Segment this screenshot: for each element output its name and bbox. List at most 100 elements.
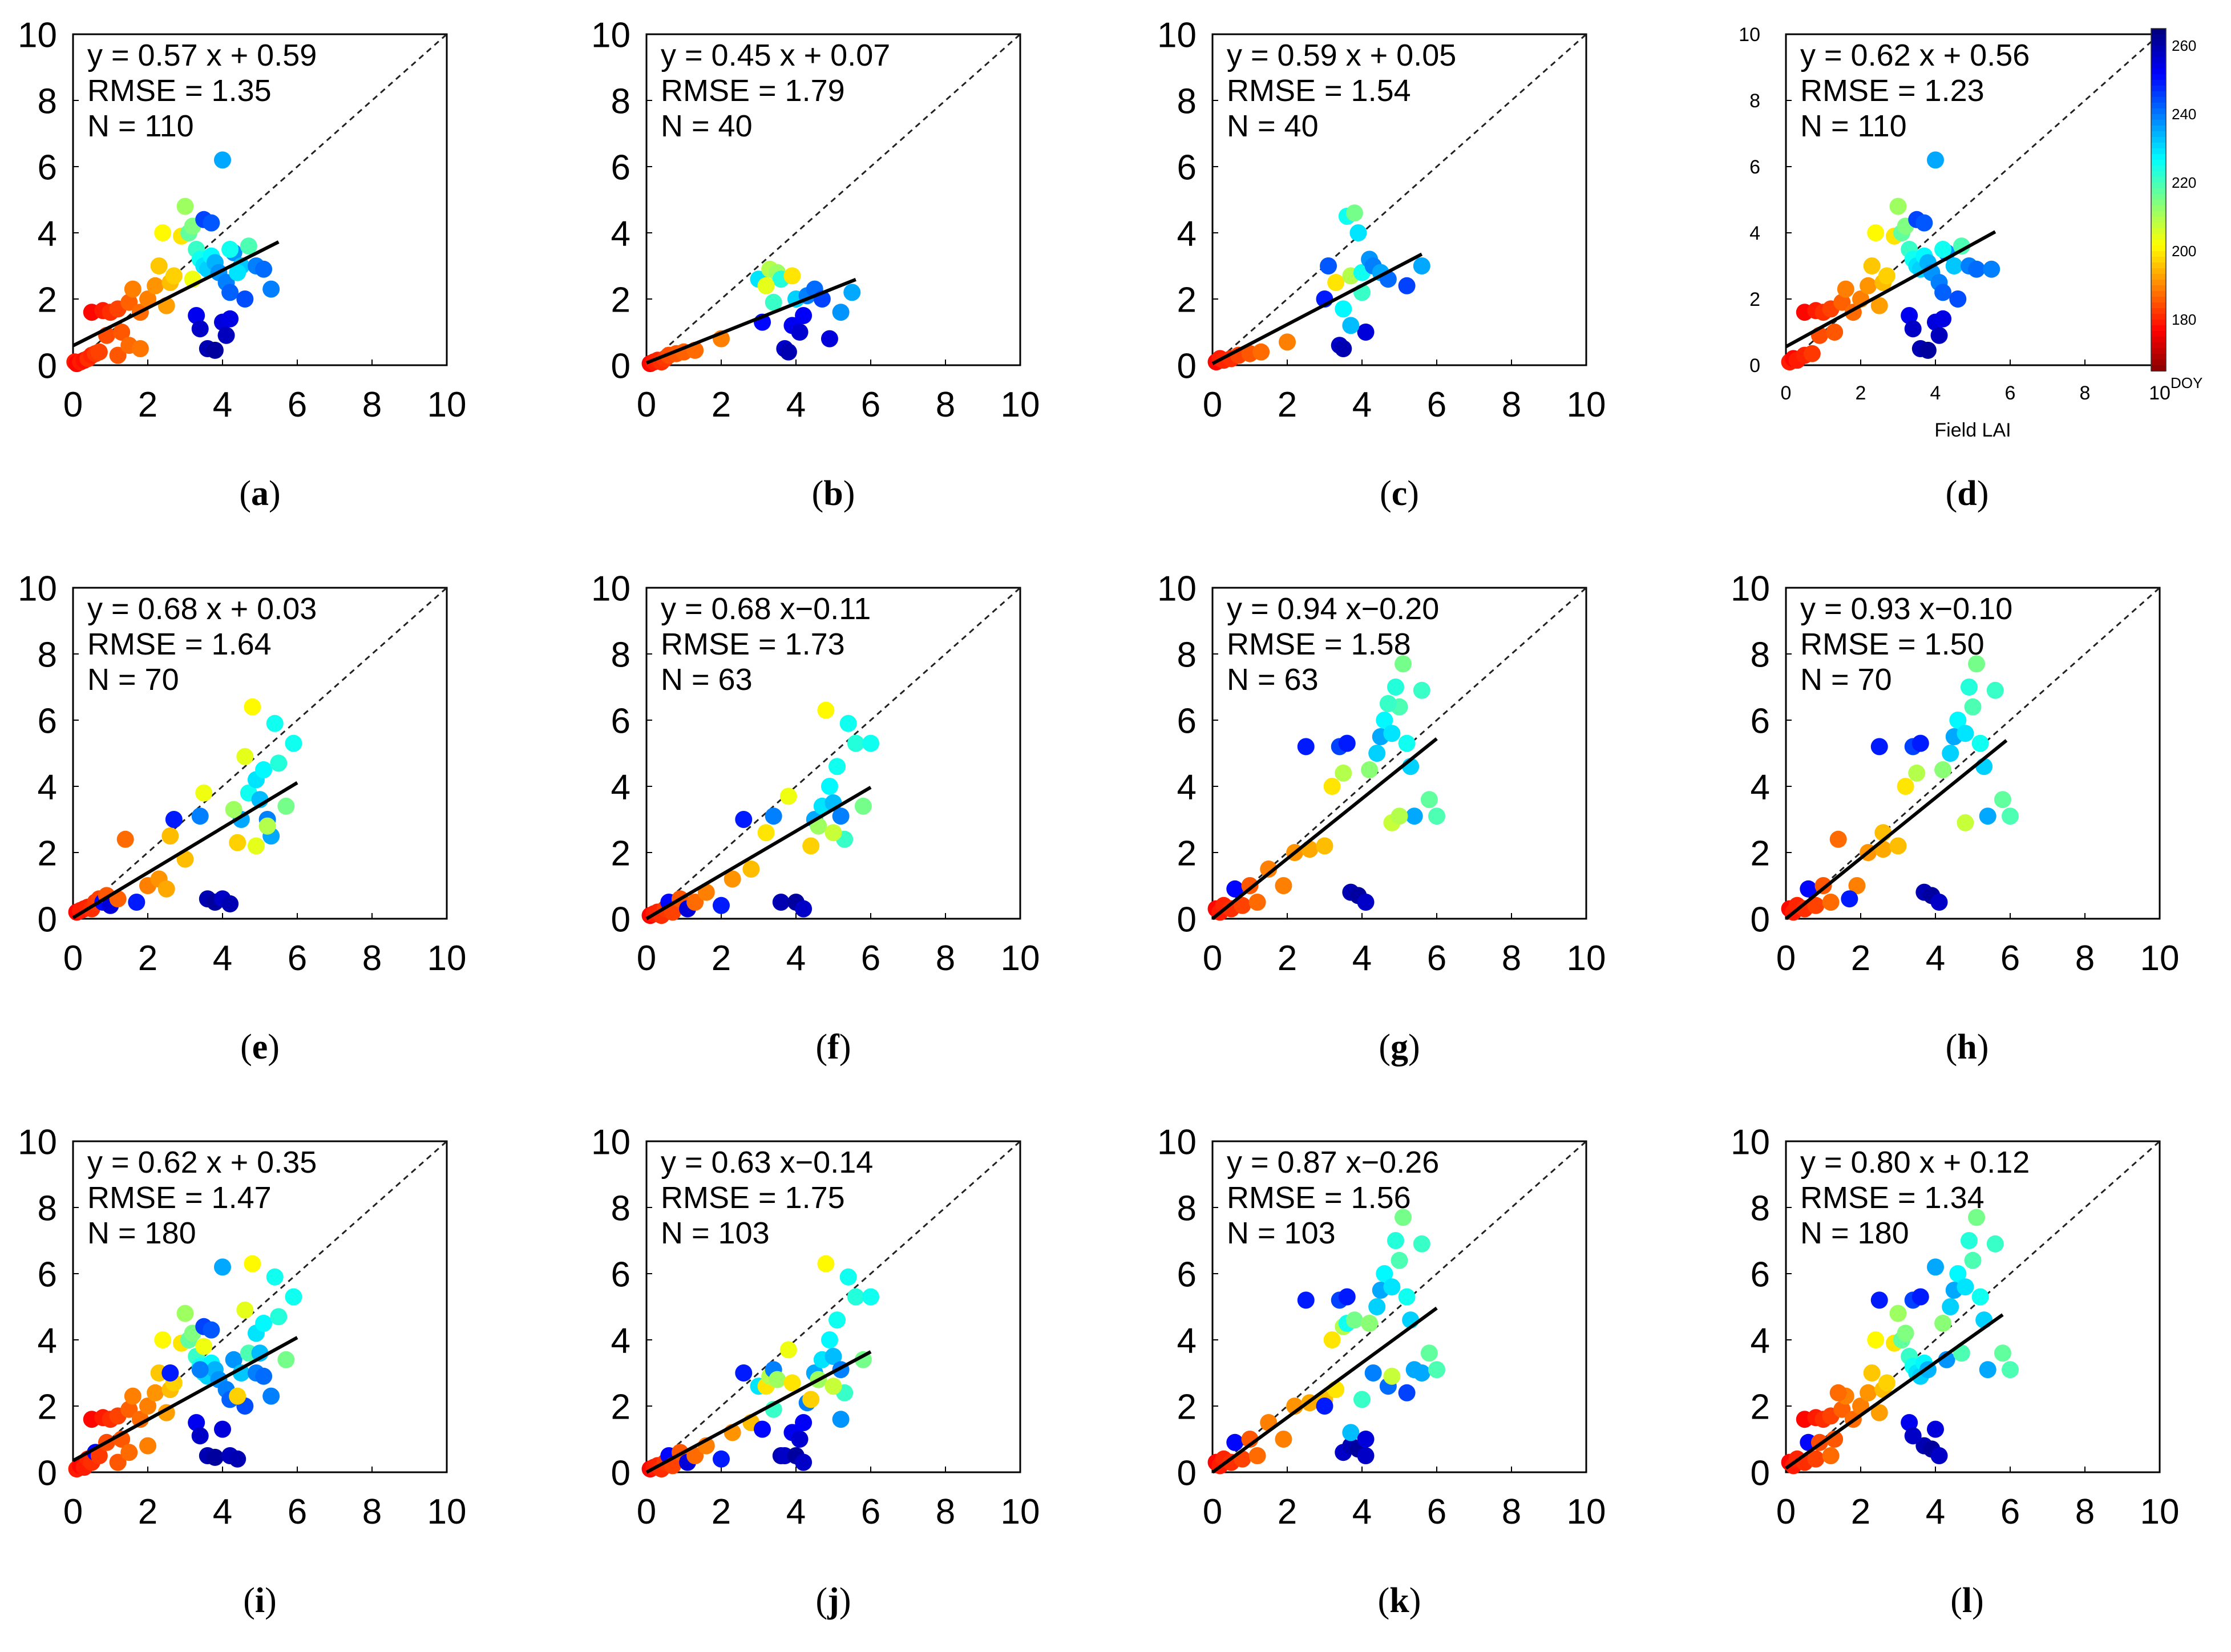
regression-equation: y = 0.63 x−0.14: [661, 1145, 873, 1180]
data-point: [1383, 1367, 1401, 1385]
regression-line: [1785, 739, 2008, 920]
data-point: [120, 1444, 138, 1461]
data-point: [802, 1391, 820, 1408]
data-point: [1968, 655, 1986, 673]
y-tick-label: 8: [1177, 82, 1197, 121]
data-point: [1927, 151, 1944, 169]
data-point: [1807, 1450, 1825, 1468]
data-point: [1829, 1384, 1847, 1401]
data-point: [203, 1321, 220, 1339]
data-point: [821, 778, 838, 795]
x-tick-label: 6: [861, 385, 880, 425]
data-point: [1968, 1209, 1986, 1226]
data-point: [1357, 894, 1375, 911]
n-label: N = 40: [1227, 109, 1319, 143]
data-point: [1870, 297, 1888, 314]
x-tick-label: 2: [1856, 382, 1866, 404]
data-point: [1957, 725, 1974, 742]
regression-line: [72, 240, 280, 348]
data-point: [109, 346, 127, 364]
data-point: [1911, 1288, 1929, 1306]
data-point: [1391, 1251, 1408, 1269]
data-point: [1395, 655, 1412, 673]
x-tick-label: 8: [2075, 939, 2095, 978]
y-tick-label: 8: [38, 635, 57, 674]
data-point: [1934, 1315, 1952, 1332]
colorbar-segment: [2151, 114, 2166, 120]
data-point: [742, 861, 760, 878]
y-tick-label: 8: [1177, 635, 1197, 674]
x-tick-label: 4: [213, 385, 232, 425]
data-point: [1949, 290, 1967, 308]
x-tick-label: 4: [213, 939, 232, 978]
x-tick-label: 10: [1001, 939, 1040, 978]
data-point: [229, 1450, 246, 1468]
x-tick-label: 10: [2149, 382, 2171, 404]
colorbar-segment: [2151, 160, 2166, 166]
colorbar-segment: [2151, 245, 2166, 252]
data-point: [221, 895, 239, 912]
colorbar-segment: [2151, 240, 2166, 246]
colorbar-segment: [2151, 108, 2166, 115]
colorbar-segment: [2151, 257, 2166, 263]
y-tick-label: 0: [1749, 355, 1760, 377]
x-tick-label: 0: [63, 385, 83, 425]
x-tick-label: 6: [2000, 939, 2020, 978]
colorbar-segment: [2151, 51, 2166, 58]
colorbar-segment: [2151, 348, 2166, 354]
y-tick-label: 10: [591, 15, 630, 55]
data-point: [191, 320, 209, 338]
data-point: [735, 811, 753, 828]
data-point: [1863, 1364, 1881, 1382]
data-point: [154, 1331, 172, 1348]
data-point: [1822, 894, 1840, 911]
panel-label-e: (e): [240, 1028, 280, 1067]
data-point: [1428, 1361, 1445, 1379]
data-point: [1376, 712, 1393, 729]
data-point: [232, 1364, 250, 1382]
colorbar-segment: [2151, 91, 2166, 98]
panel-letter: l: [1962, 1581, 1973, 1620]
data-point: [120, 293, 138, 311]
data-point: [1860, 1384, 1877, 1401]
y-tick-label: 2: [38, 1387, 57, 1427]
rmse-label: RMSE = 1.47: [87, 1181, 272, 1215]
data-point: [1320, 257, 1337, 274]
x-tick-label: 10: [427, 1492, 467, 1532]
data-point: [203, 214, 220, 232]
data-point: [188, 307, 205, 324]
data-point: [113, 324, 131, 341]
data-point: [1349, 224, 1367, 241]
colorbar-segment: [2151, 80, 2166, 86]
regression-equation: y = 0.68 x−0.11: [661, 592, 871, 626]
data-point: [225, 1351, 242, 1368]
panel-letter: e: [252, 1028, 268, 1067]
regression-line: [1211, 737, 1438, 920]
data-point: [1383, 1278, 1401, 1296]
panel-letter: k: [1389, 1581, 1409, 1620]
x-tick-label: 10: [2140, 939, 2180, 978]
y-tick-label: 4: [611, 1321, 630, 1360]
x-tick-label: 8: [936, 939, 955, 978]
data-point: [1901, 1414, 1918, 1431]
data-point: [1968, 260, 1986, 278]
data-point: [1413, 681, 1430, 699]
colorbar-segment: [2151, 143, 2166, 149]
y-tick-label: 10: [591, 569, 630, 608]
data-point: [765, 807, 782, 825]
panel-letter: d: [1957, 474, 1977, 513]
data-point: [824, 1348, 842, 1365]
data-point: [221, 284, 239, 301]
regression-equation: y = 0.57 x + 0.59: [87, 38, 317, 72]
rmse-label: RMSE = 1.50: [1800, 627, 1985, 661]
identity-line: [1785, 587, 2160, 920]
data-point: [214, 1258, 231, 1276]
data-point: [1994, 1344, 2011, 1362]
x-tick-label: 6: [288, 1492, 307, 1532]
y-tick-label: 10: [1731, 1122, 1770, 1162]
x-tick-label: 8: [1502, 385, 1521, 425]
